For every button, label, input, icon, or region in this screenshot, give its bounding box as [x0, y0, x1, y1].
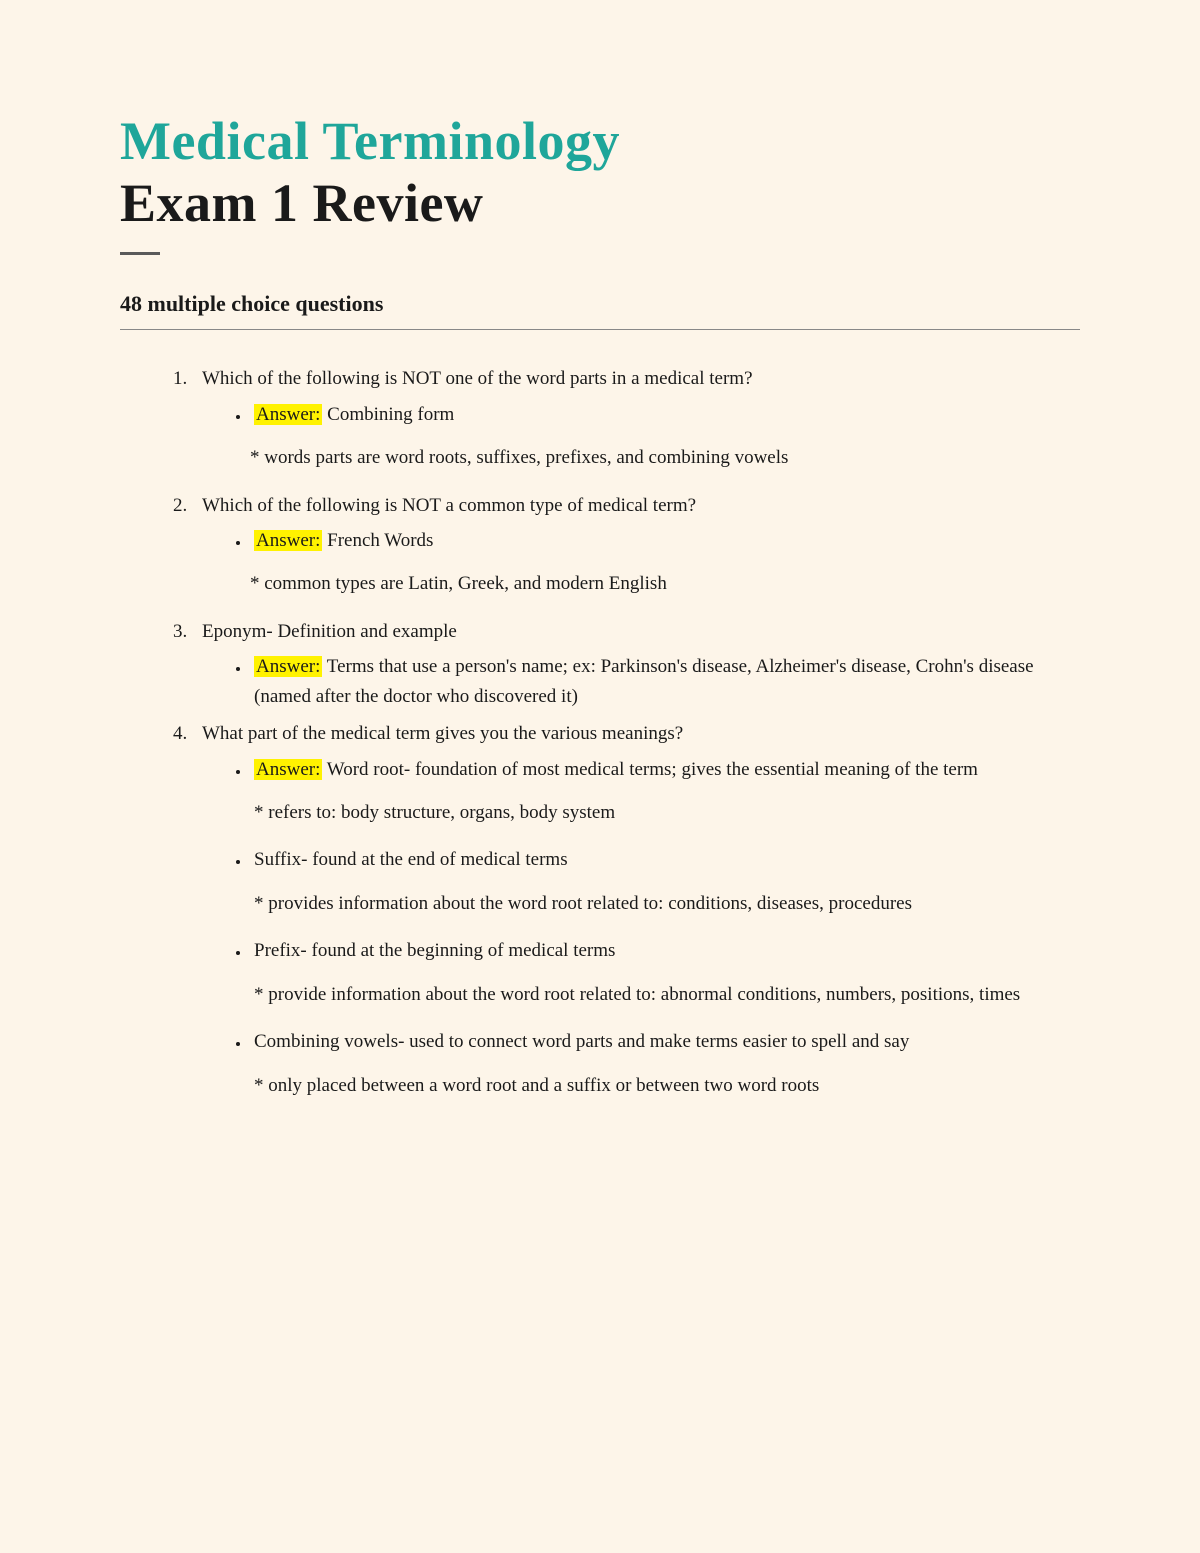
answer-label: Answer: [254, 404, 322, 425]
answer-text: French Words [322, 530, 433, 551]
title-line-1: Medical Terminology [120, 110, 1080, 172]
answer-subnote: * refers to: body structure, organs, bod… [254, 798, 1080, 827]
extra-item: Suffix- found at the end of medical term… [250, 845, 1080, 918]
answer-list: Answer: Word root- foundation of most me… [250, 755, 1080, 1101]
answer-text: Terms that use a person's name; ex: Park… [254, 656, 1034, 706]
answer-label: Answer: [254, 759, 322, 780]
question-item: What part of the medical term gives you … [192, 719, 1080, 1100]
answer-text: Word root- foundation of most medical te… [322, 759, 978, 780]
answer-item: Answer: Combining form [250, 400, 1080, 429]
question-list: Which of the following is NOT one of the… [192, 364, 1080, 1100]
extra-subnote: * provide information about the word roo… [254, 980, 1080, 1009]
question-item: Which of the following is NOT a common t… [192, 491, 1080, 599]
question-note: * common types are Latin, Greek, and mod… [250, 569, 1080, 598]
question-item: Which of the following is NOT one of the… [192, 364, 1080, 472]
extra-subnote: * only placed between a word root and a … [254, 1071, 1080, 1100]
title-line-2: Exam 1 Review [120, 172, 1080, 234]
question-item: Eponym- Definition and example Answer: T… [192, 617, 1080, 711]
answer-list: Answer: Terms that use a person's name; … [250, 652, 1080, 711]
divider [120, 329, 1080, 330]
answer-item: Answer: Terms that use a person's name; … [250, 652, 1080, 711]
answer-list: Answer: French Words [250, 526, 1080, 555]
question-text: What part of the medical term gives you … [202, 723, 683, 744]
subtitle: 48 multiple choice questions [120, 291, 1080, 317]
extra-item: Prefix- found at the beginning of medica… [250, 936, 1080, 1009]
extra-text: Suffix- found at the end of medical term… [254, 849, 568, 870]
question-text: Which of the following is NOT one of the… [202, 368, 753, 389]
title-dash [120, 252, 160, 255]
extra-text: Prefix- found at the beginning of medica… [254, 940, 615, 961]
answer-item: Answer: Word root- foundation of most me… [250, 755, 1080, 828]
answer-list: Answer: Combining form [250, 400, 1080, 429]
question-note: * words parts are word roots, suffixes, … [250, 443, 1080, 472]
answer-label: Answer: [254, 530, 322, 551]
extra-subnote: * provides information about the word ro… [254, 889, 1080, 918]
answer-label: Answer: [254, 656, 322, 677]
question-text: Which of the following is NOT a common t… [202, 495, 696, 516]
question-text: Eponym- Definition and example [202, 621, 457, 642]
answer-text: Combining form [322, 404, 454, 425]
answer-item: Answer: French Words [250, 526, 1080, 555]
extra-item: Combining vowels- used to connect word p… [250, 1027, 1080, 1100]
extra-text: Combining vowels- used to connect word p… [254, 1031, 909, 1052]
